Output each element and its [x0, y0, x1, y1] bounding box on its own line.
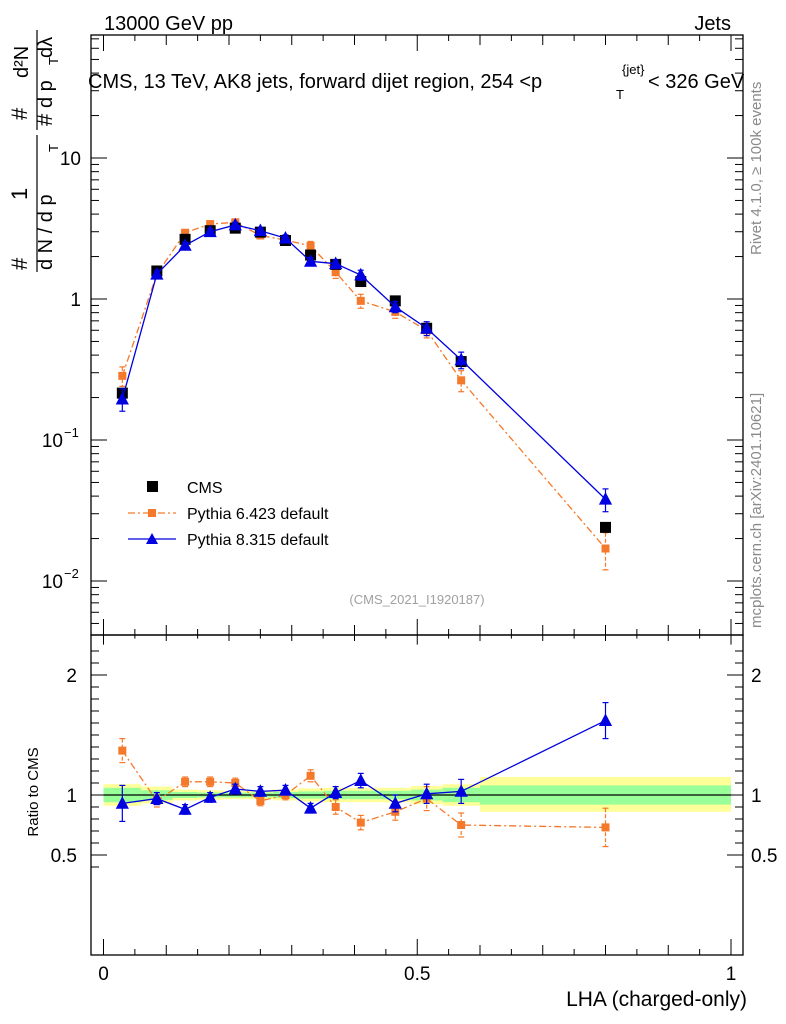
ratio-pythia8-point [303, 801, 318, 814]
ratio-pythia6-point [457, 821, 466, 829]
pythia8-line [121, 224, 606, 500]
main-plot-data [115, 217, 613, 571]
pythia8-point [354, 267, 368, 281]
energy-label: 13000 GeV pp [104, 13, 233, 35]
legend-marker-pythia6 [148, 509, 156, 517]
pythia8-point [598, 492, 613, 505]
ratio-y-tick-label: 2 [66, 666, 77, 687]
pythia6-point [457, 376, 466, 385]
ratio-y-tick-label-right: 2 [751, 666, 762, 687]
pythia8-point [178, 238, 192, 251]
ratio-pythia8-point [228, 781, 242, 795]
ratio-pythia8-point [598, 713, 613, 726]
pythia8-point [303, 254, 318, 267]
pythia8-point [150, 266, 164, 280]
pythia6-point [356, 296, 365, 305]
pythia8-point [115, 391, 129, 405]
pythia6-point [331, 268, 340, 277]
ratio-pythia8-point [454, 784, 468, 797]
ylabel-one: 1 [7, 188, 32, 200]
ylabel-hash-1: # [7, 257, 32, 270]
y-tick-label: 10 [60, 149, 81, 170]
ratio-pythia8-point [388, 796, 402, 809]
ratio-pythia8-line [122, 720, 606, 811]
pythia6-point [181, 228, 190, 237]
legend-label-pythia8: Pythia 8.315 default [187, 532, 329, 549]
ratio-pythia6-point [331, 803, 340, 811]
pythia8-point [278, 230, 293, 244]
pythia6-point [206, 220, 215, 229]
pythia6-point [306, 241, 315, 250]
cms-point [600, 521, 611, 533]
ratio-y-tick-label-right: 1 [751, 786, 762, 807]
pythia8-point [329, 256, 343, 270]
cms-point [355, 276, 367, 288]
ylabel-hash-3: # [32, 113, 57, 126]
pythia8-point [388, 299, 402, 313]
ratio-pythia6-point [356, 818, 365, 827]
ratio-pythia6-point [181, 777, 190, 786]
ylabel-hash-2: # [7, 107, 32, 120]
y-tick-label: 10 [42, 431, 63, 452]
ratio-pythia8-point [150, 791, 164, 804]
pythia8-point [253, 223, 267, 237]
legend-marker-cms [147, 481, 158, 492]
ylabel-dN: d N / d p [35, 194, 57, 270]
pythia6-line [121, 221, 606, 549]
main-title: CMS, 13 TeV, AK8 jets, forward dijet reg… [88, 62, 745, 102]
y-axis-label: # 1 d N / d p T # d²N # d p T dλ [7, 30, 61, 272]
y-tick-label: 1 [70, 290, 81, 311]
title-sub: T [616, 87, 624, 102]
title-prefix: CMS, 13 TeV, AK8 jets, forward dijet reg… [88, 71, 542, 93]
ratio-pythia6-point [118, 746, 127, 755]
legend-label-pythia6: Pythia 6.423 default [187, 506, 329, 523]
ratio-y-tick-label: 1 [66, 786, 77, 807]
pythia8-point [228, 217, 242, 231]
ylabel-T-1: T [46, 144, 61, 152]
rivet-label: Rivet 4.1.0, ≥ 100k events [748, 82, 765, 255]
y-tick-exponent: −1 [64, 425, 79, 440]
ylabel-T-2: T [46, 57, 61, 65]
ratio-pythia8-point [178, 802, 192, 815]
ylabel-d2N: d²N [11, 46, 33, 78]
x-tick-label: 0 [98, 964, 109, 985]
ratio-y-tick-label: 0.5 [51, 846, 77, 867]
analysis-watermark: (CMS_2021_I1920187) [349, 592, 484, 607]
ratio-pythia8-point [203, 790, 217, 803]
mcplots-label: mcplots.cern.ch [arXiv:2401.10621] [748, 393, 765, 628]
ratio-pythia6-point [306, 771, 315, 780]
pythia6-point [601, 544, 610, 553]
ratio-pythia8-point [354, 773, 368, 786]
ylabel-dpT: d p [35, 80, 57, 108]
ratio-pythia6-point [206, 777, 215, 786]
ratio-pythia8-point [278, 783, 293, 796]
pythia6-point [118, 371, 127, 380]
title-suffix: < 326 GeV [648, 71, 745, 93]
ratio-pythia6-point [256, 797, 265, 805]
ratio-pythia8-point [329, 785, 343, 798]
legend-marker-pythia8 [146, 533, 158, 544]
pythia8-point [454, 352, 468, 366]
legend-label-cms: CMS [187, 480, 223, 497]
ratio-plot-data [115, 701, 613, 848]
pythia8-point [203, 224, 217, 238]
title-sup: {jet} [622, 62, 645, 77]
pythia8-point [420, 321, 434, 334]
y-tick-exponent: −2 [64, 566, 79, 581]
ratio-pythia8-point [420, 786, 434, 800]
x-axis-label: LHA (charged-only) [566, 988, 747, 1011]
y-tick-label: 10 [42, 572, 63, 593]
ratio-y-tick-label-right: 0.5 [751, 846, 777, 867]
x-tick-label: 1 [726, 964, 737, 985]
ratio-pythia8-point [115, 796, 129, 809]
ratio-ylabel: Ratio to CMS [25, 747, 42, 836]
x-tick-label: 0.5 [404, 964, 430, 985]
legend: CMS Pythia 6.423 default Pythia 8.315 de… [128, 480, 329, 549]
ratio-pythia8-point [253, 784, 267, 797]
category-label: Jets [694, 13, 731, 35]
ratio-pythia6-point [601, 823, 610, 832]
ylabel-dl: dλ [35, 37, 57, 58]
